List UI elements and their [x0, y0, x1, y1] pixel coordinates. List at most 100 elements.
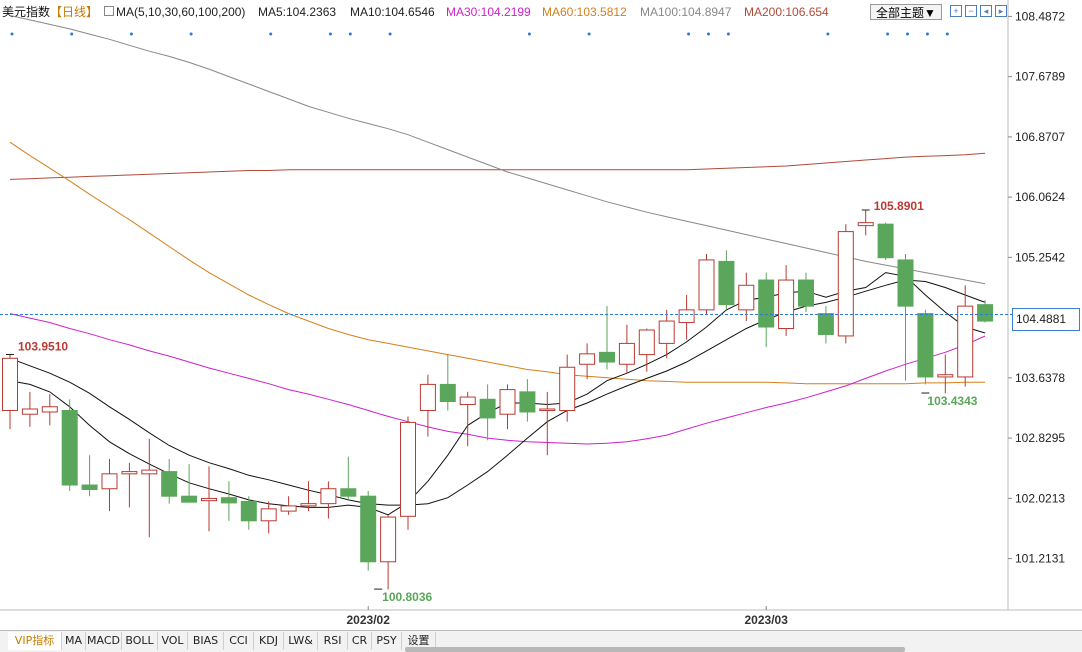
candle-up: [121, 471, 138, 475]
event-marker: [328, 32, 332, 36]
candle-down: [519, 391, 536, 413]
event-marker: [707, 32, 710, 36]
horizontal-scrollbar[interactable]: [405, 647, 905, 652]
ma-info-icon: [104, 6, 114, 16]
candle-down: [360, 495, 377, 563]
candle-up: [280, 505, 297, 512]
event-marker: [945, 32, 949, 36]
step-back-icon[interactable]: ◂: [980, 5, 992, 17]
ma-indicator-label: MA(5,10,30,60,100,200): [104, 4, 245, 20]
theme-dropdown-button[interactable]: 全部主题▼: [870, 4, 942, 20]
candle-up: [539, 408, 556, 411]
indicator-tab[interactable]: BIAS: [188, 632, 224, 650]
event-marker: [587, 32, 591, 36]
event-marker: [906, 32, 909, 36]
candle-down: [81, 484, 98, 490]
y-tick-label: 106.0624: [1015, 190, 1065, 204]
event-marker: [70, 32, 74, 36]
plus-icon[interactable]: +: [950, 5, 962, 17]
candle-down: [877, 223, 894, 259]
candle-up: [101, 473, 118, 490]
candle-down: [181, 495, 198, 503]
candle-up: [638, 329, 655, 356]
indicator-tab[interactable]: CCI: [224, 632, 254, 650]
candle-up: [260, 508, 277, 522]
ma60-line: [9, 141, 986, 385]
y-tick-label: 103.6378: [1015, 371, 1065, 385]
candle-down: [798, 279, 814, 307]
event-marker: [726, 32, 730, 36]
candle-down: [758, 279, 775, 328]
candle-up: [738, 284, 755, 311]
candle-up: [21, 408, 38, 415]
candle-up: [837, 231, 854, 337]
chart-title: 美元指数: [2, 5, 51, 19]
ma30-value: MA30:104.2199: [446, 5, 531, 19]
indicator-tab[interactable]: VIP指标: [8, 632, 62, 650]
candle-up: [579, 353, 596, 365]
event-marker: [189, 32, 193, 36]
indicator-tab-bar: VIP指标 MA MACD BOLL VOL BIAS CCI KDJ LW& RSI CR PSY 设…: [0, 630, 1082, 652]
indicator-tab[interactable]: RSI: [318, 632, 348, 650]
candle-down: [599, 351, 615, 363]
ma200-value: MA200:106.654: [744, 5, 829, 19]
indicator-tab[interactable]: KDJ: [254, 632, 284, 650]
candle-down: [220, 497, 237, 504]
event-marker: [388, 32, 392, 36]
ma200-line: [9, 152, 986, 180]
indicator-tab[interactable]: VOL: [158, 632, 188, 650]
event-marker: [348, 32, 352, 36]
candle-down: [917, 313, 934, 378]
event-marker: [269, 32, 273, 36]
indicator-tab[interactable]: MA: [62, 632, 86, 650]
candle-down: [897, 259, 914, 307]
ma30-line: [9, 313, 986, 445]
x-tick-label: 2023/02: [347, 613, 391, 627]
candle-down: [439, 383, 456, 403]
y-tick-label: 102.0213: [1015, 491, 1065, 505]
event-marker: [687, 32, 691, 36]
ma10-line: [9, 279, 986, 506]
candle-up: [937, 374, 954, 378]
indicator-tab[interactable]: PSY: [372, 632, 402, 650]
low-annotation: 100.8036: [382, 590, 432, 604]
candle-up: [2, 357, 18, 411]
candle-up: [559, 366, 576, 411]
indicator-tab[interactable]: LW&: [284, 632, 318, 650]
ma100-value: MA100:104.8947: [640, 5, 732, 19]
indicator-tab[interactable]: MACD: [86, 632, 122, 650]
high-annotation: 105.8901: [874, 199, 924, 213]
candle-up: [857, 222, 874, 227]
ma60-value: MA60:103.5812: [542, 5, 627, 19]
candle-up: [618, 342, 635, 365]
candle-up: [459, 396, 476, 406]
candle-up: [201, 497, 217, 502]
candle-down: [240, 500, 257, 522]
y-tick-label: 106.8707: [1015, 130, 1065, 144]
step-forward-icon[interactable]: ▸: [995, 5, 1007, 17]
recent-low-annotation: 103.4343: [927, 394, 977, 408]
event-marker: [129, 32, 133, 36]
ma10-value: MA10:104.6546: [350, 5, 435, 19]
candle-up: [380, 516, 397, 563]
candle-up: [698, 259, 715, 311]
indicator-tab[interactable]: BOLL: [122, 632, 158, 650]
candle-down: [479, 398, 496, 419]
candle-up: [41, 406, 58, 413]
candle-up: [320, 488, 337, 505]
event-marker: [925, 32, 929, 36]
candle-up: [678, 309, 695, 324]
y-tick-label: 105.2542: [1015, 250, 1065, 264]
current-price-label: 104.4881: [1012, 308, 1080, 331]
minus-icon[interactable]: −: [965, 5, 977, 17]
left-annotation: 103.9510: [18, 340, 68, 354]
y-tick-label: 108.4872: [1015, 9, 1065, 23]
event-marker: [886, 32, 890, 36]
indicator-tab[interactable]: 设置: [402, 632, 436, 650]
period-label[interactable]: 【日线】: [50, 5, 99, 19]
candle-down: [718, 260, 735, 306]
indicator-tab[interactable]: CR: [348, 632, 372, 650]
candle-down: [61, 409, 78, 486]
candle-up: [400, 421, 416, 517]
candlestick-chart[interactable]: 108.4872 107.6789 106.8707 106.0624 105.2542…: [0, 0, 1082, 630]
